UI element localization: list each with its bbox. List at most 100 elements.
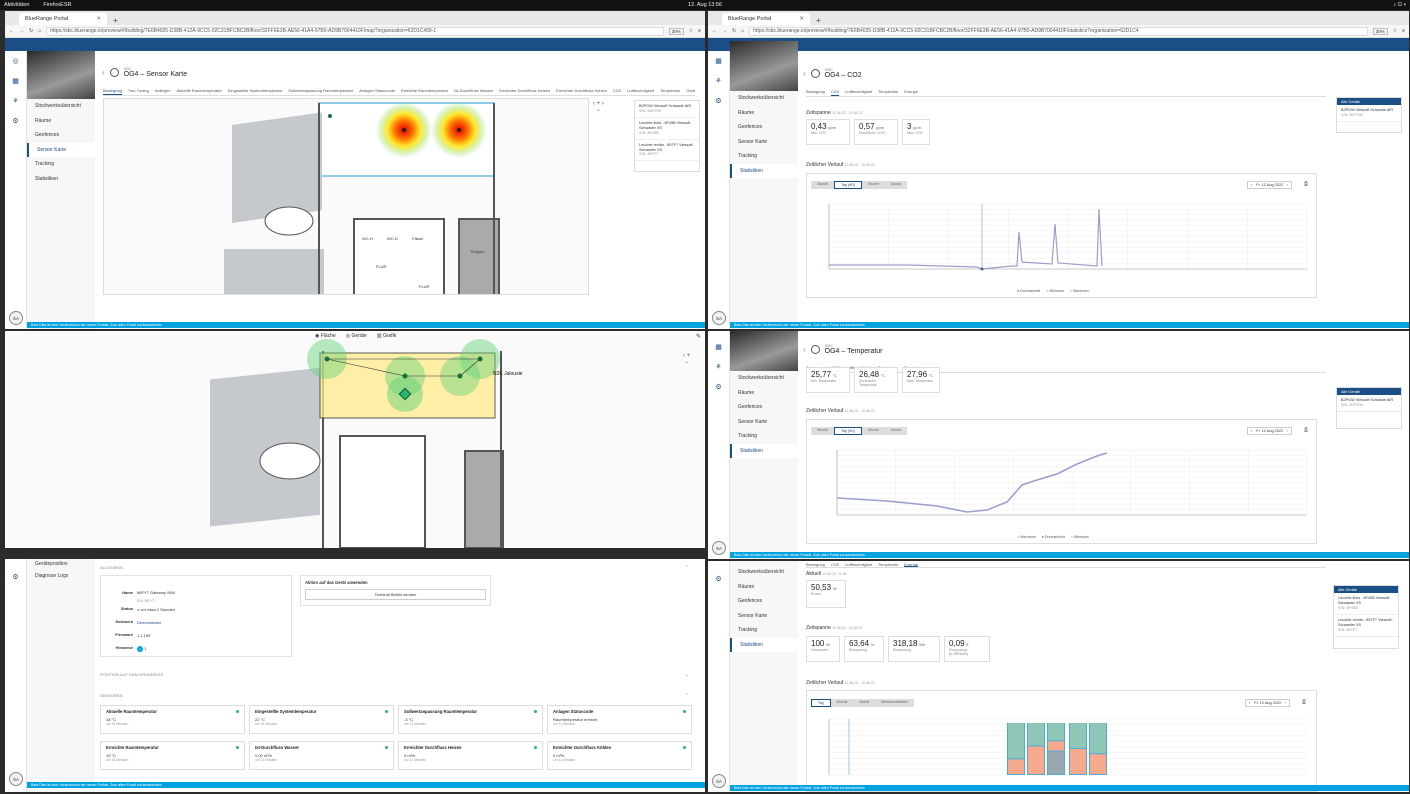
nav-item[interactable]: Sensor Karte <box>738 418 768 425</box>
date-picker[interactable]: ‹ Fr. 12 Aug 2022 › <box>1245 699 1291 707</box>
print-icon[interactable]: ⎙ <box>1302 699 1307 705</box>
tab-item[interactable]: CO2 <box>830 89 840 96</box>
nav-item[interactable]: Räume <box>738 109 755 116</box>
new-tab-button[interactable]: + <box>816 16 821 25</box>
avatar[interactable]: SA <box>712 311 726 325</box>
tab-item[interactable]: Temperatur <box>660 88 681 93</box>
reload-icon[interactable]: ↻ <box>29 28 34 34</box>
nav-diagnose-logs[interactable]: Diagnose Logs <box>35 573 69 579</box>
range-option[interactable]: Woche <box>868 182 879 186</box>
map-layer-toggle[interactable]: ◉ Fläche ◎ Geräte ▥ Grafik <box>315 333 396 339</box>
device-item[interactable]: B2PGW Viessoft Schwade AIR S/N: B2PGW <box>1337 395 1401 412</box>
rail-building-icon[interactable]: ▦ <box>715 58 722 65</box>
rail-settings-icon[interactable]: ⚙ <box>12 118 19 125</box>
tab-item[interactable]: CO2 <box>830 562 840 567</box>
rail-settings-icon[interactable]: ⚙ <box>715 576 722 583</box>
forward-icon[interactable]: → <box>19 28 24 34</box>
hint-info-icon[interactable]: i <box>137 646 143 652</box>
rail-settings-icon[interactable]: ⚙ <box>715 98 722 105</box>
back-chevron-icon[interactable]: ‹ <box>803 344 806 354</box>
tab-item[interactable]: Anlagen Statuscode <box>359 88 396 93</box>
tab-item[interactable]: Anliegen <box>154 88 171 93</box>
tab-item[interactable]: Sollwertanpassung Raumtemperatur <box>288 88 354 93</box>
nav-item[interactable]: Statistiken <box>730 443 798 458</box>
tab-item[interactable]: Erreichter Durchfluss Kühlen <box>556 88 607 93</box>
tab-item[interactable]: Luftfeuchtigkeit <box>627 88 655 93</box>
home-icon[interactable]: ⌂ <box>741 28 745 34</box>
tab-item[interactable]: Erreichter Durchfluss Heizen <box>499 88 551 93</box>
rail-settings-icon[interactable]: ⚙ <box>715 384 722 391</box>
range-option[interactable]: Tag (HD) <box>834 427 863 435</box>
nav-item[interactable]: Räume <box>738 583 755 590</box>
nav-item[interactable]: Sensor Karte <box>27 142 95 157</box>
nav-item[interactable]: Statistiken <box>730 637 798 652</box>
tab-item[interactable]: Luftfeuchtigkeit <box>845 89 873 94</box>
device-item[interactable]: Leuchte links - 8F45B Viessoft-Schwader … <box>1334 593 1398 615</box>
avatar[interactable]: SA <box>9 311 23 325</box>
rail-network-icon[interactable]: ⚘ <box>12 98 19 105</box>
rail-settings-icon[interactable]: ⚙ <box>12 574 19 581</box>
nav-item[interactable]: Geofences <box>35 132 60 139</box>
device-item[interactable]: Leuchte links - 8F45B Viessoft-Schwader … <box>635 118 699 140</box>
range-option[interactable]: Monat <box>890 428 901 432</box>
new-tab-button[interactable]: + <box>113 16 118 25</box>
device-tag-label[interactable]: N2K Jalousie <box>493 371 523 377</box>
tab-item[interactable]: Bewegung <box>103 88 122 95</box>
rail-building-icon[interactable]: ▦ <box>715 344 722 351</box>
print-icon[interactable]: ⎙ <box>1304 427 1309 433</box>
nav-item[interactable]: Geofences <box>738 124 763 131</box>
range-option[interactable]: Benutzerdefiniert <box>881 700 908 704</box>
device-item[interactable]: B2PGW Viessoft Schwade AIR S/N: B2PGW <box>1337 105 1401 122</box>
tab-item[interactable]: Luftfeuchtigkeit <box>845 562 873 567</box>
rail-building-icon[interactable]: ▦ <box>12 78 19 85</box>
date-picker[interactable]: ‹ Fr. 12 Aug 2022 › <box>1247 181 1293 189</box>
sensor-card[interactable]: Aktuelle Raumtemperatur 18 °C vor 18 Minut… <box>100 705 245 734</box>
bookmark-star-icon[interactable]: ☆ <box>1392 28 1398 34</box>
tab-item[interactable]: Ist-Durchfluss Wasser <box>454 88 494 93</box>
bookmark-star-icon[interactable]: ☆ <box>688 28 694 34</box>
device-item[interactable]: B2PGW Viessoft Schwade AIR S/N: B2PGW <box>635 101 699 118</box>
nav-item[interactable]: Sensor Karte <box>738 138 768 145</box>
nav-item[interactable]: Sensor Karte <box>738 612 768 619</box>
nav-item[interactable]: Geofences <box>738 404 763 411</box>
range-option[interactable]: Stunde <box>817 182 829 186</box>
nav-item[interactable]: Geofences <box>738 598 763 605</box>
nav-item[interactable]: Stockwerksübersicht <box>35 103 81 110</box>
nav-item[interactable]: Tracking <box>738 153 757 160</box>
nav-item[interactable]: Tracking <box>738 433 757 440</box>
nav-item[interactable]: Stockwerksübersicht <box>738 95 784 102</box>
collapse-icon[interactable]: ⌃ <box>685 565 690 571</box>
tab-item[interactable]: Temperatur <box>878 562 899 567</box>
device-item[interactable]: Leuchte rechts - 897F7 Viessoft-Schwader… <box>1334 615 1398 637</box>
forward-icon[interactable]: → <box>722 28 727 34</box>
menu-icon[interactable]: ≡ <box>698 28 701 34</box>
map-zoom-controls[interactable]: ‹ + − <box>683 353 690 367</box>
reload-icon[interactable]: ↻ <box>732 28 737 34</box>
range-selector[interactable]: Tag Woche Monat Benutzerdefiniert <box>811 699 914 707</box>
range-selector[interactable]: Stunde Tag (HD) Woche Monat <box>811 181 907 189</box>
terminal-command-button[interactable]: Terminal Befehl senden <box>305 589 486 600</box>
print-icon[interactable]: ⎙ <box>1304 181 1309 187</box>
layer-graphic-toggle[interactable]: ▥ Grafik <box>376 333 397 339</box>
tab-item[interactable]: Tom-Tuning <box>127 88 149 93</box>
back-chevron-icon[interactable]: ‹ <box>102 67 105 77</box>
device-item[interactable]: Leuchte rechts - 897F7 Viessoft-Schwader… <box>635 140 699 162</box>
expand-icon[interactable]: ⌄ <box>685 672 690 678</box>
nav-item[interactable]: Räume <box>738 389 755 396</box>
avatar[interactable]: SA <box>712 541 726 555</box>
nav-item[interactable]: Statistiken <box>730 163 798 178</box>
sensor-card[interactable]: Sollwertanpassung Raumtemperatur -3 °C vor… <box>398 705 543 734</box>
sensor-card[interactable]: Erreichte Raumtemperatur 19 °C vor 18 Minu… <box>100 741 245 770</box>
nav-item[interactable]: Statistiken <box>35 175 59 182</box>
url-input[interactable]: https://sbc.bluerange.io/preview/#/build… <box>46 26 664 36</box>
zoom-level[interactable]: 30% <box>668 27 684 35</box>
tab-item[interactable]: Erreichte Raumtemperatur <box>401 88 449 93</box>
tab-item[interactable]: Geräusch Bodenbr. <box>686 88 695 93</box>
layer-devices-toggle[interactable]: ◎ Geräte <box>345 333 367 339</box>
tab-item[interactable]: Bewegung <box>806 89 825 94</box>
collapse-icon[interactable]: ⌃ <box>685 693 690 699</box>
sensor-card[interactable]: Ist-Durchfluss Wasser 0.00 m³/h vor 11 Min… <box>249 741 394 770</box>
sensor-card[interactable]: Erreichter Durchfluss Kühlen 0 m³/h vor 11… <box>547 741 692 770</box>
close-tab-icon[interactable]: ✕ <box>799 16 804 22</box>
close-tab-icon[interactable]: ✕ <box>96 16 101 22</box>
